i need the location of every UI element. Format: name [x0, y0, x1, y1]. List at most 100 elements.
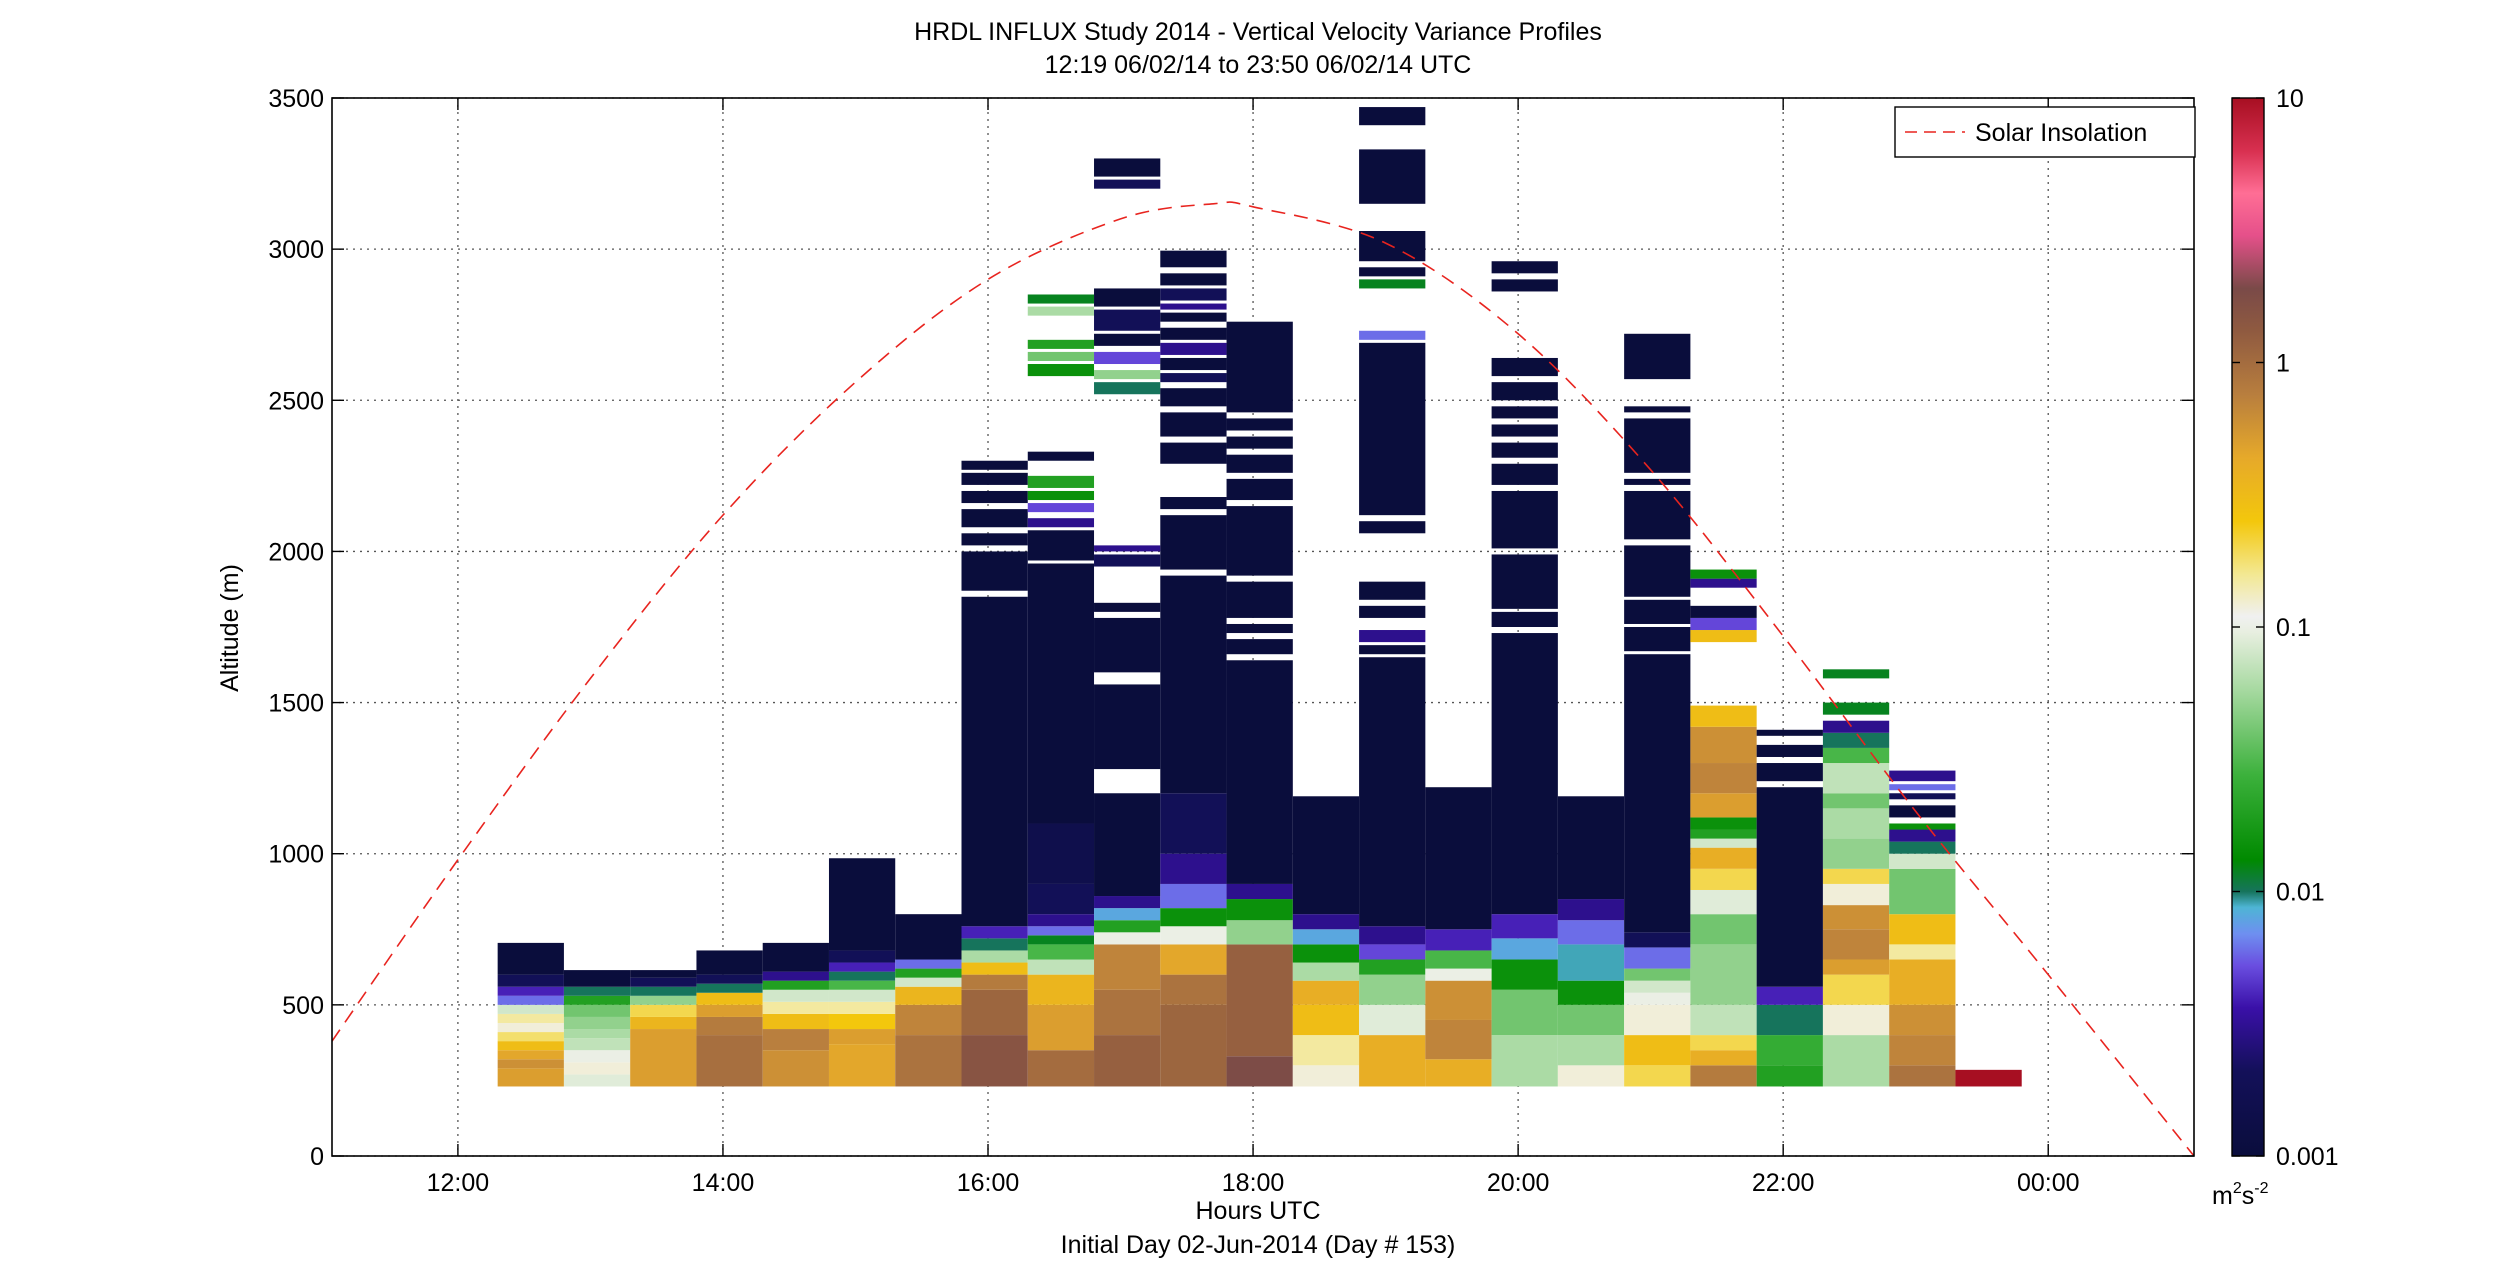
profile-column — [1756, 729, 1823, 1087]
variance-cell — [1027, 518, 1095, 528]
variance-cell — [696, 983, 763, 993]
variance-cell — [762, 1029, 829, 1051]
variance-cell — [1027, 914, 1095, 927]
variance-cell — [1624, 1035, 1691, 1066]
variance-cell — [630, 1004, 697, 1017]
variance-cell — [1160, 853, 1227, 884]
variance-cell — [497, 1013, 564, 1023]
colorbar: 0.001 0.01 0.1 1 10 m2s-2 — [2212, 85, 2339, 1210]
variance-cell — [1491, 382, 1558, 401]
variance-cell — [1094, 288, 1161, 307]
variance-cell — [1226, 454, 1293, 473]
variance-cell — [497, 1059, 564, 1069]
variance-cell — [1690, 1050, 1757, 1066]
profile-column — [563, 970, 631, 1087]
variance-cell — [961, 460, 1028, 470]
variance-cell — [1359, 1004, 1426, 1036]
variance-cell — [1491, 554, 1558, 609]
variance-cell — [895, 986, 962, 1005]
variance-cell — [1027, 823, 1095, 884]
y-tick-label: 1000 — [268, 841, 324, 869]
x-tick-label: 18:00 — [1222, 1169, 1285, 1197]
variance-cell — [497, 974, 564, 987]
variance-cell — [961, 926, 1028, 939]
variance-cell — [1094, 602, 1161, 612]
variance-cell — [1359, 267, 1426, 277]
variance-cell — [1491, 463, 1558, 485]
variance-cell — [1226, 478, 1293, 501]
variance-cell — [1359, 944, 1426, 960]
variance-cell — [1292, 980, 1360, 1005]
variance-cell — [1359, 959, 1426, 975]
variance-cell — [828, 1044, 896, 1087]
variance-cell — [1690, 847, 1757, 869]
variance-cell — [1160, 357, 1227, 371]
variance-cell — [1160, 515, 1227, 570]
variance-cell — [630, 995, 697, 1005]
variance-cell — [1226, 639, 1293, 655]
variance-cell — [563, 1062, 631, 1075]
variance-cell — [1027, 339, 1095, 349]
variance-cell — [961, 974, 1028, 990]
variance-cell — [828, 950, 896, 963]
variance-cell — [1756, 729, 1823, 736]
variance-cell — [1160, 1004, 1227, 1087]
variance-cells — [497, 107, 2022, 1087]
variance-cell — [696, 1004, 763, 1017]
variance-cell — [497, 1041, 564, 1051]
variance-cell — [1690, 914, 1757, 945]
variance-cell — [895, 977, 962, 987]
variance-cell — [1491, 424, 1558, 437]
x-tick-label: 00:00 — [2017, 1169, 2080, 1197]
variance-cell — [1292, 1035, 1360, 1066]
variance-cell — [1690, 705, 1757, 727]
variance-cell — [1491, 611, 1558, 627]
variance-cell — [1094, 382, 1161, 395]
variance-cell — [1822, 747, 1890, 764]
x-tick-label: 22:00 — [1752, 1169, 1815, 1197]
variance-cell — [1624, 406, 1691, 413]
profile-column — [1690, 569, 1757, 1087]
variance-cell — [1491, 633, 1558, 915]
variance-cell — [1491, 279, 1558, 292]
y-tick-label: 3000 — [268, 236, 324, 264]
variance-cell — [1756, 744, 1823, 757]
variance-cell — [1491, 914, 1558, 939]
variance-cell — [1094, 989, 1161, 1036]
variance-cell — [1359, 330, 1426, 340]
variance-cell — [1491, 989, 1558, 1036]
variance-cell — [961, 551, 1028, 591]
variance-cell — [1160, 288, 1227, 301]
variance-cell — [1094, 932, 1161, 945]
variance-cell — [1822, 793, 1890, 809]
y-tick-label: 2000 — [268, 538, 324, 566]
variance-cell — [1690, 889, 1757, 915]
variance-cell — [1226, 944, 1293, 1057]
variance-cell — [961, 472, 1028, 485]
variance-cell — [1491, 261, 1558, 274]
variance-cell — [1822, 702, 1890, 715]
variance-cell — [1359, 149, 1426, 204]
profile-column — [1955, 1069, 2022, 1087]
variance-cell — [762, 1050, 829, 1087]
chart-title: HRDL INFLUX Study 2014 - Vertical Veloci… — [914, 18, 1602, 46]
variance-cell — [1094, 545, 1161, 552]
profile-column — [1027, 294, 1095, 1087]
colorbar-tick-label: 0.01 — [2276, 879, 2325, 907]
variance-cell — [1226, 581, 1293, 618]
variance-cell — [497, 1022, 564, 1033]
variance-cell — [762, 989, 829, 1002]
y-tick-label: 3500 — [268, 85, 324, 113]
variance-cell — [895, 968, 962, 978]
variance-cell — [1624, 545, 1691, 597]
variance-cell — [1027, 959, 1095, 975]
variance-cell — [1292, 914, 1360, 930]
variance-cell — [563, 1016, 631, 1030]
variance-cell — [1226, 506, 1293, 576]
profile-column — [630, 970, 697, 1087]
variance-cell — [1094, 684, 1161, 770]
variance-cell — [1690, 1004, 1757, 1036]
variance-cell — [1889, 823, 1956, 830]
variance-cell — [497, 1068, 564, 1087]
